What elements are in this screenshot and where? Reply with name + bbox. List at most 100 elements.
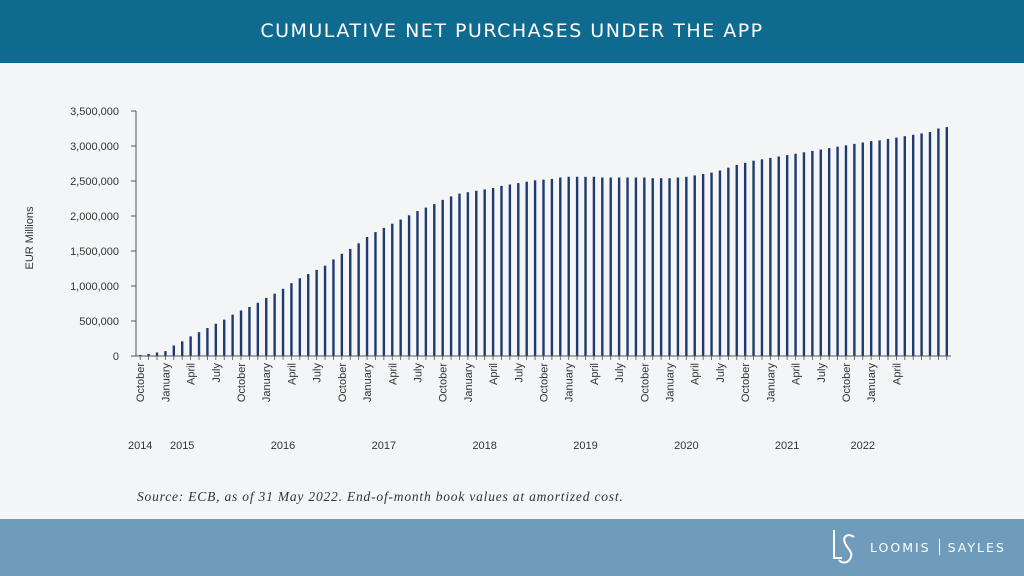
- x-month-label: January: [261, 363, 273, 403]
- bar: [651, 178, 654, 356]
- bar: [172, 345, 176, 356]
- x-month-label: October: [841, 363, 853, 402]
- page-title: CUMULATIVE NET PURCHASES UNDER THE APP: [260, 20, 764, 42]
- x-month-label: July: [614, 363, 626, 383]
- bar: [811, 150, 814, 356]
- bar: [315, 269, 318, 356]
- bar: [475, 190, 478, 356]
- bar: [517, 183, 520, 356]
- bar: [483, 189, 486, 356]
- source-note: Source: ECB, as of 31 May 2022. End-of-m…: [137, 489, 624, 504]
- x-month-label: April: [791, 363, 803, 385]
- x-month-label: January: [564, 363, 576, 403]
- x-year-label: 2018: [472, 440, 496, 452]
- bar: [256, 302, 260, 356]
- bar: [794, 153, 797, 356]
- logo-word-sayles: SAYLES: [947, 539, 1006, 555]
- footer-bar: [0, 519, 1024, 576]
- bar: [743, 162, 747, 356]
- bar: [710, 172, 713, 356]
- bar-series: [139, 127, 948, 356]
- bar: [886, 139, 890, 356]
- y-tick-label: 1,500,000: [70, 246, 119, 258]
- bar: [265, 297, 268, 356]
- x-month-label: October: [135, 363, 147, 402]
- x-month-label: July: [715, 363, 727, 383]
- bar: [542, 179, 545, 356]
- bar: [508, 184, 512, 356]
- bar: [550, 178, 554, 356]
- bar: [181, 341, 184, 356]
- bar: [727, 167, 730, 356]
- x-month-label: July: [412, 363, 424, 383]
- bar: [752, 160, 755, 356]
- bar: [634, 177, 638, 356]
- bar: [592, 176, 596, 356]
- x-month-label: October: [337, 363, 349, 402]
- bar: [802, 152, 806, 356]
- x-year-label: 2020: [674, 440, 698, 452]
- x-month-label: October: [438, 363, 450, 402]
- y-tick-label: 0: [113, 351, 119, 363]
- bar: [785, 155, 789, 356]
- x-year-label: 2019: [573, 440, 597, 452]
- bar: [559, 177, 562, 356]
- x-axis: [136, 355, 951, 360]
- bar: [139, 354, 142, 356]
- bar: [668, 178, 671, 356]
- bar: [920, 133, 923, 356]
- bar: [239, 310, 243, 356]
- bar: [206, 328, 209, 356]
- x-year-label: 2017: [372, 440, 396, 452]
- y-tick-label: 500,000: [79, 316, 119, 328]
- bar: [500, 185, 503, 356]
- bar: [332, 259, 335, 356]
- bar: [575, 176, 579, 356]
- bar: [281, 288, 285, 356]
- x-month-label: January: [765, 363, 777, 403]
- bar: [391, 223, 394, 356]
- x-year-labels: 2014 2015 2016 2017 2018 2019 2020 2021 2022: [128, 440, 875, 452]
- y-tick-label: 3,500,000: [70, 106, 119, 118]
- bar-chart: 0 500,000 1,000,000 1,500,000 2,000,000 2,500…: [24, 106, 951, 452]
- x-month-label: April: [891, 363, 903, 385]
- bar: [525, 181, 528, 356]
- x-month-label: January: [665, 363, 677, 403]
- x-year-label: 2021: [775, 440, 799, 452]
- bar: [567, 176, 570, 356]
- bar: [433, 204, 436, 356]
- bar: [626, 177, 629, 356]
- bar: [357, 243, 360, 356]
- bar: [399, 219, 402, 356]
- bar: [601, 177, 604, 356]
- x-month-label: April: [186, 363, 198, 385]
- bar: [853, 143, 856, 356]
- logo-wordmark: LOOMIS SAYLES: [870, 539, 1006, 555]
- bar: [298, 278, 302, 356]
- bar: [777, 156, 780, 356]
- y-axis: [131, 110, 137, 357]
- bar: [693, 175, 696, 356]
- y-axis-label: EUR Millions: [24, 206, 36, 269]
- x-month-label: January: [160, 363, 172, 403]
- bar: [928, 132, 932, 356]
- bar: [290, 283, 293, 356]
- x-month-label: January: [866, 363, 878, 403]
- y-tick-label: 2,000,000: [70, 211, 119, 223]
- x-month-label: October: [236, 363, 248, 402]
- bar: [844, 145, 848, 356]
- x-month-label: July: [816, 363, 828, 383]
- bar: [903, 136, 906, 356]
- bar: [155, 352, 159, 356]
- x-month-label: October: [539, 363, 551, 402]
- bar: [197, 332, 201, 356]
- bar: [533, 180, 537, 356]
- bar: [424, 207, 428, 356]
- bar: [416, 211, 419, 356]
- x-month-label: April: [488, 363, 500, 385]
- bar: [407, 215, 411, 356]
- bar: [676, 177, 680, 356]
- bar: [147, 353, 150, 356]
- x-month-label: April: [286, 363, 298, 385]
- bar: [449, 196, 453, 356]
